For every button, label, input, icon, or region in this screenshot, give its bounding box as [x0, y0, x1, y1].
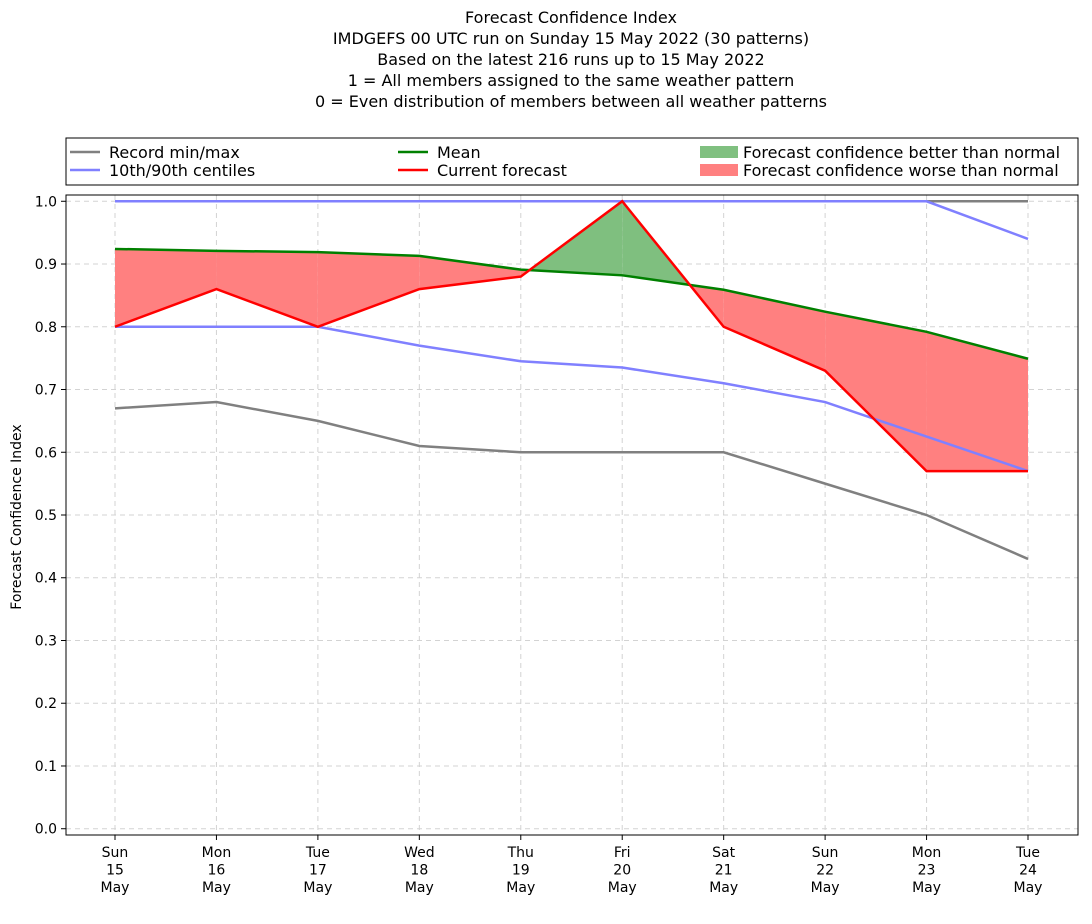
worse-fill-2-0	[317, 252, 420, 327]
y-tick-label-5: 0.5	[35, 508, 57, 524]
title-line-5: 0 = Even distribution of members between…	[315, 92, 827, 111]
legend-label-5: Forecast confidence worse than normal	[743, 161, 1059, 180]
x-tick-label-8-0: Mon	[912, 845, 942, 861]
x-tick-label-1-0: Mon	[202, 845, 232, 861]
x-tick-label-6-1: 21	[715, 863, 733, 879]
x-tick-label-6-0: Sat	[712, 845, 735, 861]
x-tick-label-4-0: Thu	[507, 845, 534, 861]
confidence-fill-areas	[115, 201, 1028, 472]
x-tick-label-8-2: May	[912, 880, 941, 896]
chart-title: Forecast Confidence Index IMDGEFS 00 UTC…	[315, 8, 827, 111]
x-tick-label-9-2: May	[1014, 880, 1043, 896]
legend-label-4: Forecast confidence better than normal	[743, 143, 1060, 162]
legend-swatch-4	[700, 146, 738, 158]
x-tick-label-0-0: Sun	[102, 845, 129, 861]
x-tick-label-8-1: 23	[918, 863, 936, 879]
x-tick-label-7-1: 22	[816, 863, 834, 879]
y-tick-label-7: 0.7	[35, 383, 57, 399]
y-tick-label-8: 0.8	[35, 320, 57, 336]
x-tick-label-1-2: May	[202, 880, 231, 896]
y-tick-label-4: 0.4	[35, 571, 57, 587]
legend-label-0: Record min/max	[109, 143, 240, 162]
legend-label-1: 10th/90th centiles	[109, 161, 255, 180]
y-tick-label-9: 0.9	[35, 257, 57, 273]
x-tick-label-9-0: Tue	[1015, 845, 1040, 861]
x-tick-label-9-1: 24	[1019, 863, 1037, 879]
x-tick-label-0-2: May	[101, 880, 130, 896]
series-line-current	[114, 199, 1028, 473]
x-tick-label-7-0: Sun	[812, 845, 839, 861]
x-tick-label-2-2: May	[303, 880, 332, 896]
y-tick-label-0: 0.0	[35, 822, 57, 838]
series-line-mean	[114, 247, 1029, 360]
axes: 0.00.10.20.30.40.50.60.70.80.91.0Sun15Ma…	[35, 194, 1079, 896]
y-tick-label-3: 0.3	[35, 633, 57, 649]
title-line-2: IMDGEFS 00 UTC run on Sunday 15 May 2022…	[333, 29, 809, 48]
x-tick-label-2-1: 17	[309, 863, 327, 879]
x-tick-label-1-1: 16	[208, 863, 226, 879]
worse-fill-1-0	[216, 250, 318, 327]
legend-label-3: Current forecast	[437, 161, 567, 180]
x-tick-label-6-2: May	[709, 880, 738, 896]
x-tick-label-7-2: May	[811, 880, 840, 896]
x-tick-label-3-2: May	[405, 880, 434, 896]
x-tick-label-3-0: Wed	[404, 845, 435, 861]
x-tick-label-4-1: 19	[512, 863, 530, 879]
y-axis-label: Forecast Confidence Index	[9, 424, 25, 609]
title-line-3: Based on the latest 216 runs up to 15 Ma…	[377, 50, 764, 69]
series-line-p90	[115, 200, 1029, 241]
worse-fill-8-0	[926, 331, 1028, 472]
series-line-record-min	[114, 400, 1029, 561]
y-tick-label-10: 1.0	[35, 194, 57, 210]
legend-swatch-5	[700, 164, 738, 176]
x-tick-label-5-1: 20	[613, 863, 631, 879]
y-tick-label-6: 0.6	[35, 445, 57, 461]
worse-fill-3-0	[419, 255, 521, 290]
worse-fill-7-0	[825, 311, 927, 472]
x-tick-label-0-1: 15	[106, 863, 124, 879]
x-tick-label-2-0: Tue	[305, 845, 330, 861]
title-line-1: Forecast Confidence Index	[465, 8, 677, 27]
worse-fill-0-0	[115, 248, 217, 327]
x-tick-label-5-2: May	[608, 880, 637, 896]
y-tick-label-1: 0.1	[35, 759, 57, 775]
title-line-4: 1 = All members assigned to the same wea…	[348, 71, 795, 90]
x-tick-label-4-2: May	[506, 880, 535, 896]
x-tick-label-3-1: 18	[410, 863, 428, 879]
y-tick-label-2: 0.2	[35, 696, 57, 712]
legend-label-2: Mean	[437, 143, 481, 162]
x-tick-label-5-0: Fri	[614, 845, 631, 861]
legend-frame	[65, 137, 1079, 186]
series-lines	[114, 199, 1029, 561]
worse-fill-6-0	[723, 289, 826, 371]
